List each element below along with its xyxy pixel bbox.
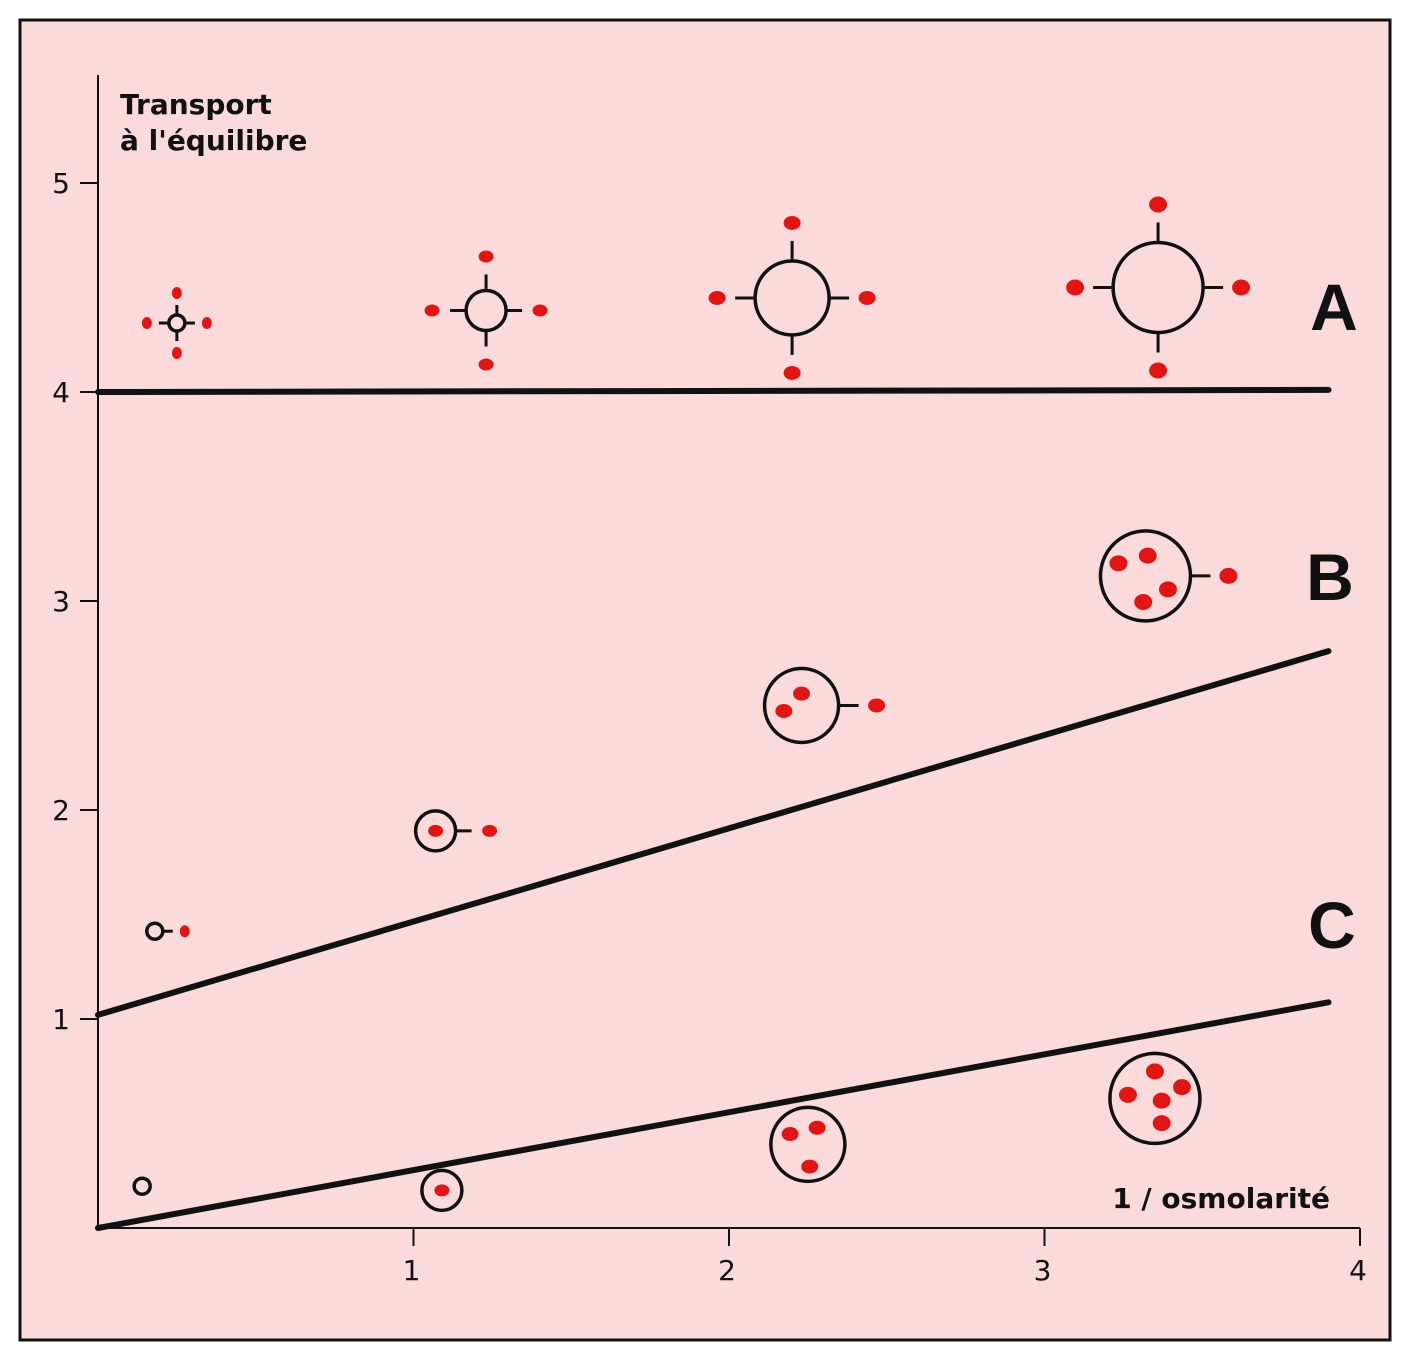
internal-dot (801, 1159, 819, 1174)
cell-glyph-B-2 (413, 809, 498, 853)
external-dot (424, 304, 440, 317)
external-dot (201, 317, 212, 330)
chart-frame (18, 18, 1392, 1342)
internal-dot (428, 824, 444, 837)
internal-dot (1118, 1086, 1137, 1103)
series-labels: A B C (1306, 270, 1358, 962)
external-dot (1232, 279, 1251, 296)
internal-dot (434, 1184, 450, 1197)
external-dot (478, 250, 494, 263)
cell-glyph-C-2 (420, 1168, 464, 1213)
external-dot (1149, 362, 1168, 379)
internal-dot (1109, 555, 1128, 572)
cell-glyph-A-2 (424, 250, 548, 371)
internal-dot (1138, 547, 1157, 564)
series-line-C (95, 999, 1332, 1231)
series-line-A (95, 386, 1332, 395)
cell-glyph-C-1 (132, 1176, 152, 1196)
internal-dot (1145, 1063, 1164, 1080)
y-tick-label-2: 2 (52, 794, 70, 827)
cell-glyph-C-3 (769, 1105, 847, 1184)
cell-glyph-B-3 (762, 666, 886, 745)
external-dot (179, 925, 190, 938)
internal-dot (1152, 1092, 1171, 1109)
y-tick-label-4: 4 (52, 376, 70, 409)
internal-dot (1172, 1079, 1191, 1096)
internal-dot (1152, 1115, 1171, 1132)
series-label-A: A (1310, 270, 1358, 344)
x-axis-title: 1 / osmolarité (1112, 1182, 1330, 1215)
cell-glyph-A-3 (708, 215, 876, 380)
x-tick-label-3: 3 (1034, 1254, 1052, 1287)
y-tick-label-5: 5 (52, 167, 70, 200)
external-dot (868, 698, 886, 713)
cell-membrane (769, 1105, 847, 1184)
x-tick-label-4: 4 (1349, 1254, 1367, 1287)
y-tick-label-1: 1 (52, 1003, 70, 1036)
tick-marks: 1 2 3 4 1 2 3 4 5 (52, 167, 1367, 1287)
external-dot (532, 304, 548, 317)
external-dot (708, 290, 726, 305)
external-dot (141, 317, 152, 330)
external-dot (1066, 279, 1085, 296)
series-line-B (95, 648, 1332, 1018)
x-tick-label-1: 1 (403, 1254, 421, 1287)
external-dot (1219, 567, 1238, 584)
internal-dot (1134, 594, 1153, 611)
cell-glyph-A-4 (1066, 196, 1251, 379)
y-axis-title-line2: à l'équilibre (120, 124, 307, 157)
y-axis-title-line1: Transport (120, 88, 272, 121)
external-dot (171, 287, 182, 300)
cell-membrane (420, 1168, 464, 1213)
cell-glyph-A-1 (141, 287, 212, 360)
external-dot (783, 215, 801, 230)
cell-glyph-C-4 (1108, 1051, 1202, 1146)
external-dot (478, 358, 494, 371)
y-tick-label-3: 3 (52, 585, 70, 618)
series-lines (95, 386, 1332, 1231)
x-tick-label-2: 2 (718, 1254, 736, 1287)
external-dot (783, 365, 801, 380)
internal-dot (808, 1120, 826, 1135)
external-dot (1149, 196, 1168, 213)
cell-membrane (132, 1176, 152, 1196)
external-dot (171, 347, 182, 360)
cell-glyph-B-1 (145, 921, 190, 941)
internal-dot (793, 686, 811, 701)
internal-dot (781, 1127, 799, 1142)
cell-glyphs (132, 196, 1251, 1213)
series-label-C: C (1308, 888, 1356, 962)
internal-dot (775, 704, 793, 719)
cell-membrane (1108, 1051, 1202, 1146)
external-dot (482, 824, 498, 837)
external-dot (858, 290, 876, 305)
series-label-B: B (1306, 540, 1354, 614)
cell-glyph-B-4 (1098, 529, 1238, 623)
internal-dot (1158, 581, 1177, 598)
